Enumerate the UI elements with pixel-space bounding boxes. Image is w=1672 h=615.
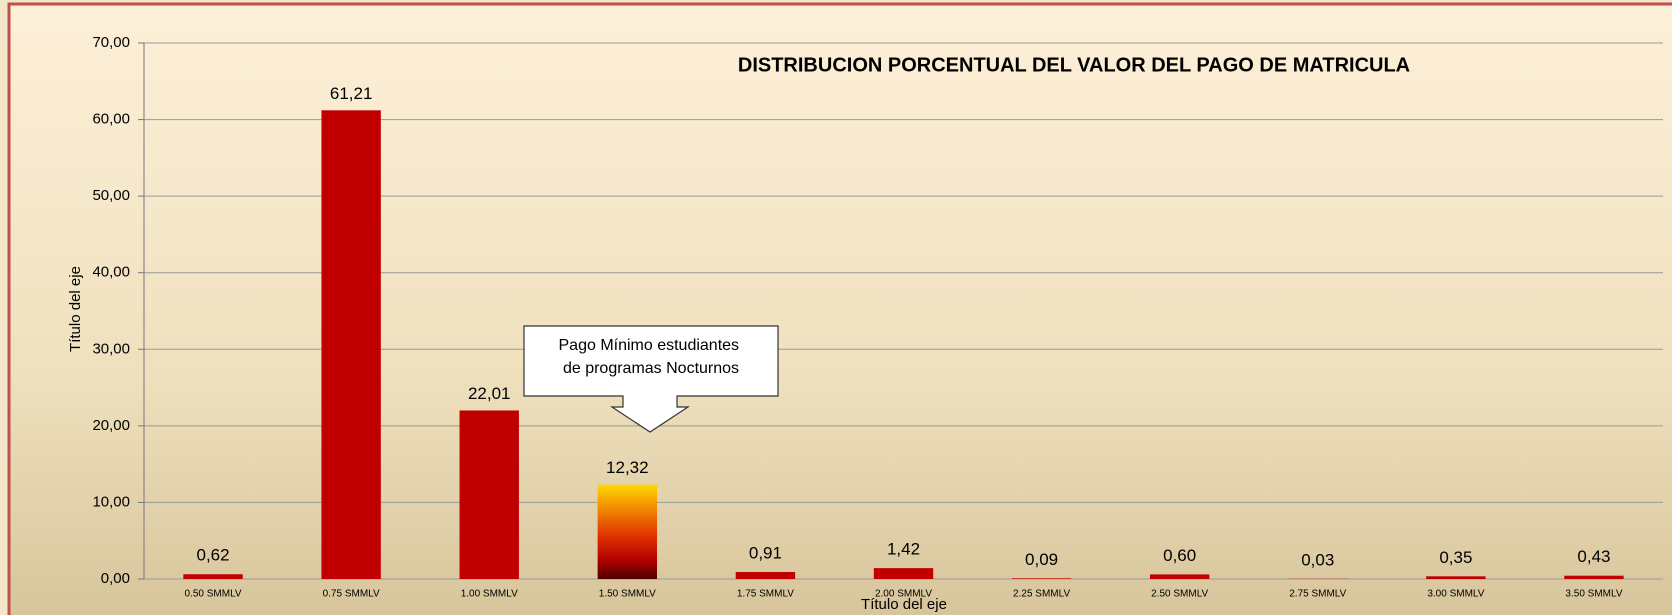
x-tick-label: 1.00 SMMLV — [461, 589, 518, 600]
y-axis-title: Título del eje — [67, 266, 84, 352]
callout: Pago Mínimo estudiantes de programas Noc… — [523, 325, 779, 433]
bar — [1564, 575, 1624, 579]
bar — [873, 568, 934, 579]
y-tick-label: 70,00 — [92, 34, 130, 51]
y-tick-label: 0,00 — [101, 570, 130, 587]
y-tick-label: 50,00 — [92, 187, 130, 204]
y-tick-label: 30,00 — [92, 340, 130, 357]
x-tick-label: 3.50 SMMLV — [1565, 589, 1622, 600]
x-tick-label: 0.50 SMMLV — [185, 589, 242, 600]
bar — [597, 484, 658, 579]
bar — [1149, 574, 1210, 579]
value-label: 0,91 — [749, 544, 782, 563]
value-label: 1,42 — [887, 540, 920, 559]
chart-title: DISTRIBUCION PORCENTUAL DEL VALOR DEL PA… — [738, 54, 1410, 76]
callout-shape — [523, 325, 779, 433]
x-tick-label: 2.25 SMMLV — [1013, 589, 1070, 600]
bar — [321, 110, 381, 580]
bar — [1426, 576, 1486, 579]
x-tick-label: 2.00 SMMLV — [875, 589, 932, 600]
value-label: 12,32 — [606, 458, 649, 477]
x-tick-label: 0.75 SMMLV — [323, 589, 380, 600]
annotation: Pago Mínimo estudiantes de programas Noc… — [559, 337, 744, 377]
x-tick-label: 2.50 SMMLV — [1151, 589, 1208, 600]
bar — [735, 572, 796, 579]
value-label: 0,60 — [1163, 546, 1196, 565]
x-tick-label: 3.00 SMMLV — [1427, 589, 1484, 600]
bar — [1011, 578, 1072, 579]
value-label: 61,21 — [330, 84, 373, 103]
y-tick-label: 40,00 — [92, 264, 130, 281]
x-tick-label: 1.50 SMMLV — [599, 589, 656, 600]
chart-frame — [7, 2, 1672, 615]
value-label: 22,01 — [468, 384, 511, 403]
x-axis-title: Título del eje — [861, 596, 947, 613]
y-tick-label: 20,00 — [92, 417, 130, 434]
value-label: 0,35 — [1439, 548, 1472, 567]
value-label: 0,09 — [1025, 550, 1058, 569]
x-tick-label: 2.75 SMMLV — [1289, 589, 1346, 600]
y-tick-label: 10,00 — [92, 493, 130, 510]
value-label: 0,62 — [196, 546, 229, 565]
y-tick-label: 60,00 — [92, 111, 130, 128]
x-tick-label: 1.75 SMMLV — [737, 589, 794, 600]
value-label: 0,03 — [1301, 550, 1334, 569]
value-label: 0,43 — [1577, 547, 1610, 566]
bar — [459, 410, 519, 579]
bar — [183, 574, 243, 579]
